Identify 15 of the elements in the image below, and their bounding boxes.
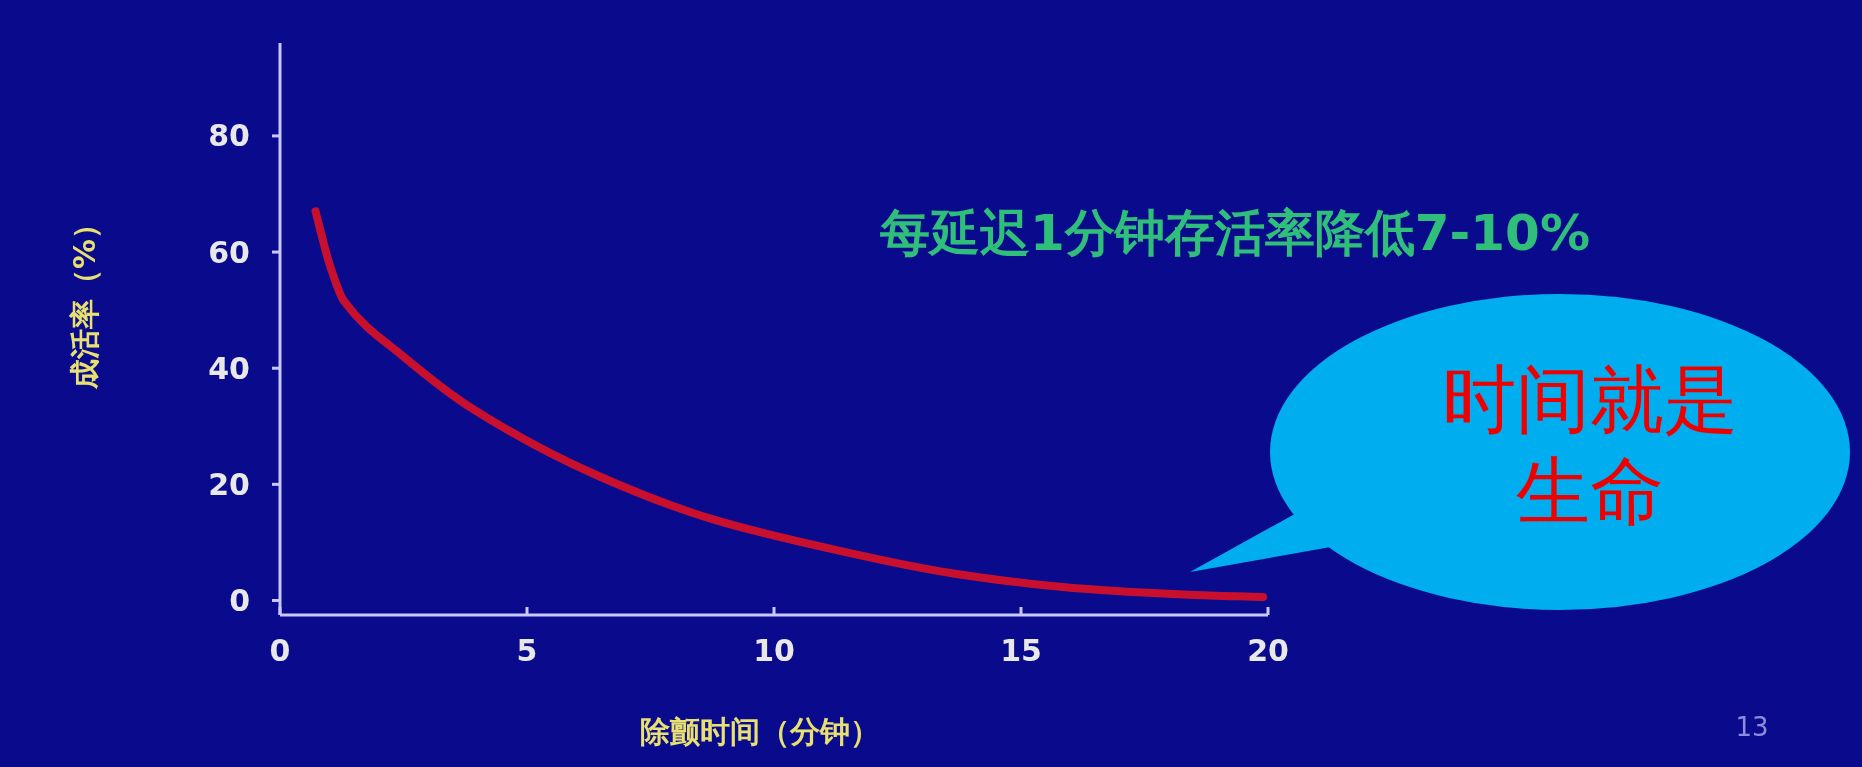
y-tick-label: 40 bbox=[208, 350, 250, 386]
y-tick-label: 60 bbox=[208, 234, 250, 270]
text: 时间就是生命 bbox=[1442, 356, 1738, 534]
y-tick-label: 20 bbox=[208, 466, 250, 502]
x-tick-label: 5 bbox=[516, 633, 538, 668]
text: 13 bbox=[1735, 712, 1769, 742]
x-axis-title: 除颤时间（分钟） bbox=[640, 714, 880, 749]
y-tick-label: 0 bbox=[229, 582, 250, 618]
y-tick-label: 80 bbox=[208, 118, 250, 154]
x-tick-label: 10 bbox=[753, 633, 795, 668]
x-tick-label: 15 bbox=[1000, 633, 1042, 668]
x-tick-label: 0 bbox=[269, 633, 291, 668]
y-axis-title: 成活率（%） bbox=[67, 208, 102, 391]
x-tick-label: 20 bbox=[1247, 633, 1289, 668]
annotation: 每延迟1分钟存活率降低7-10% bbox=[878, 204, 1591, 262]
